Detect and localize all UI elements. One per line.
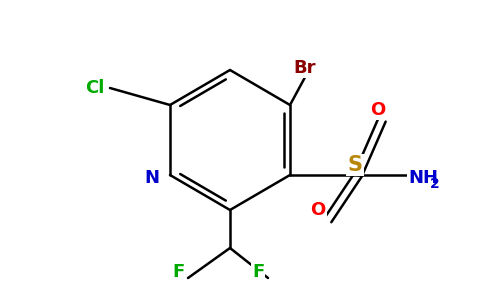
Text: Br: Br xyxy=(294,59,316,77)
Text: 2: 2 xyxy=(430,177,440,191)
Text: O: O xyxy=(310,201,326,219)
Text: N: N xyxy=(145,169,160,187)
Text: F: F xyxy=(252,263,264,281)
Text: NH: NH xyxy=(408,169,438,187)
Text: O: O xyxy=(370,101,386,119)
Text: S: S xyxy=(348,155,363,175)
Text: F: F xyxy=(172,263,184,281)
Text: Cl: Cl xyxy=(85,79,105,97)
